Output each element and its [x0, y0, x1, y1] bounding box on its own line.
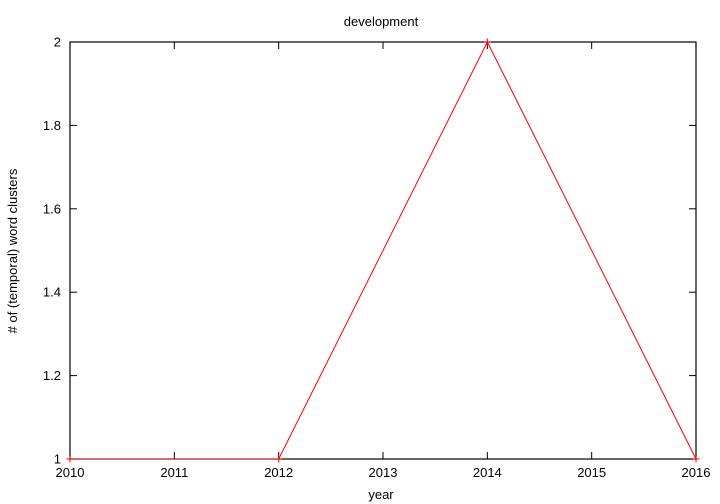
axis-ticks: 2010 2011 2012 2013 2014 2015 2016 1 1.2 1.4 1.6 1.…: [43, 35, 711, 481]
x-tick-label: 2012: [264, 465, 293, 480]
x-tick-label: 2010: [56, 465, 85, 480]
x-tick-label: 2014: [473, 465, 502, 480]
data-point: [66, 455, 74, 463]
x-tick-label: 2016: [682, 465, 711, 480]
x-tick-label: 2011: [160, 465, 188, 480]
series-line: [70, 40, 697, 460]
y-axis-label: # of (temporal) word clusters: [5, 168, 20, 333]
y-tick-label: 1.6: [43, 201, 61, 216]
series-layer: [66, 38, 700, 463]
y-tick-label: 2: [54, 35, 61, 50]
y-tick-label: 1.2: [43, 368, 61, 383]
y-tick-label: 1: [54, 452, 61, 467]
x-axis-label: year: [368, 487, 394, 502]
chart-title: development: [344, 14, 419, 29]
x-tick-label: 2015: [577, 465, 606, 480]
data-point: [483, 38, 491, 46]
y-tick-label: 1.4: [43, 285, 61, 300]
x-tick-label: 2013: [369, 465, 398, 480]
data-point: [692, 455, 700, 463]
data-point: [275, 455, 283, 463]
y-tick-label: 1.8: [43, 118, 61, 133]
